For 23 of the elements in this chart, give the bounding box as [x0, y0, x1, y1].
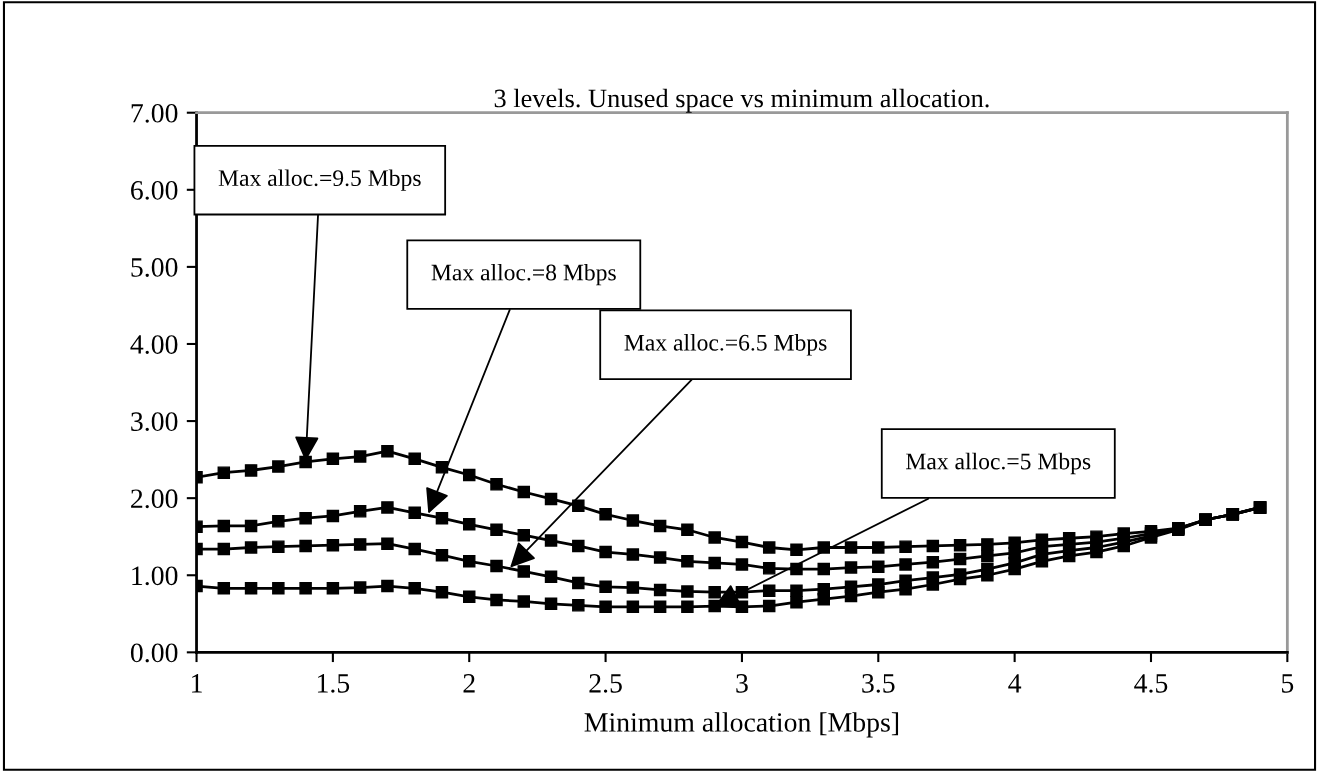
x-tick-label: 4 — [1008, 674, 1022, 693]
y-tick-label: 1.00 — [132, 566, 178, 586]
x-tick-label: 4.5 — [1134, 674, 1168, 693]
x-tick-label: 3.5 — [862, 674, 895, 693]
y-tick-label: 3.00 — [131, 412, 178, 432]
annotation: Max alloc.=9.5 Mbps — [218, 169, 421, 191]
y-tick-label: 4.00 — [130, 335, 178, 355]
y-tick-label: 6.00 — [131, 180, 178, 200]
annotation: Max alloc.=8 Mbps — [431, 263, 616, 286]
x-tick-label: 3 — [736, 674, 748, 693]
x-tick-label: 1.5 — [317, 674, 350, 693]
y-tick-label: 7.00 — [131, 103, 178, 123]
x-axis-title: Minimum allocation [Mbps] — [584, 712, 899, 738]
y-tick-label: 2.00 — [131, 489, 178, 509]
x-tick-label: 2.5 — [589, 674, 622, 693]
annotation: Max alloc.=6.5 Mbps — [624, 334, 827, 356]
x-tick-label: 5 — [1282, 674, 1294, 693]
y-tick-label: 0.00 — [130, 643, 178, 663]
annotation: Max alloc.=5 Mbps — [906, 452, 1091, 475]
y-tick-label: 5.00 — [131, 258, 178, 277]
x-tick-label: 2 — [463, 674, 475, 693]
chart-title: 3 levels. Unused space vs minimum allocation. — [494, 88, 989, 113]
x-tick-label: 1 — [192, 674, 202, 693]
